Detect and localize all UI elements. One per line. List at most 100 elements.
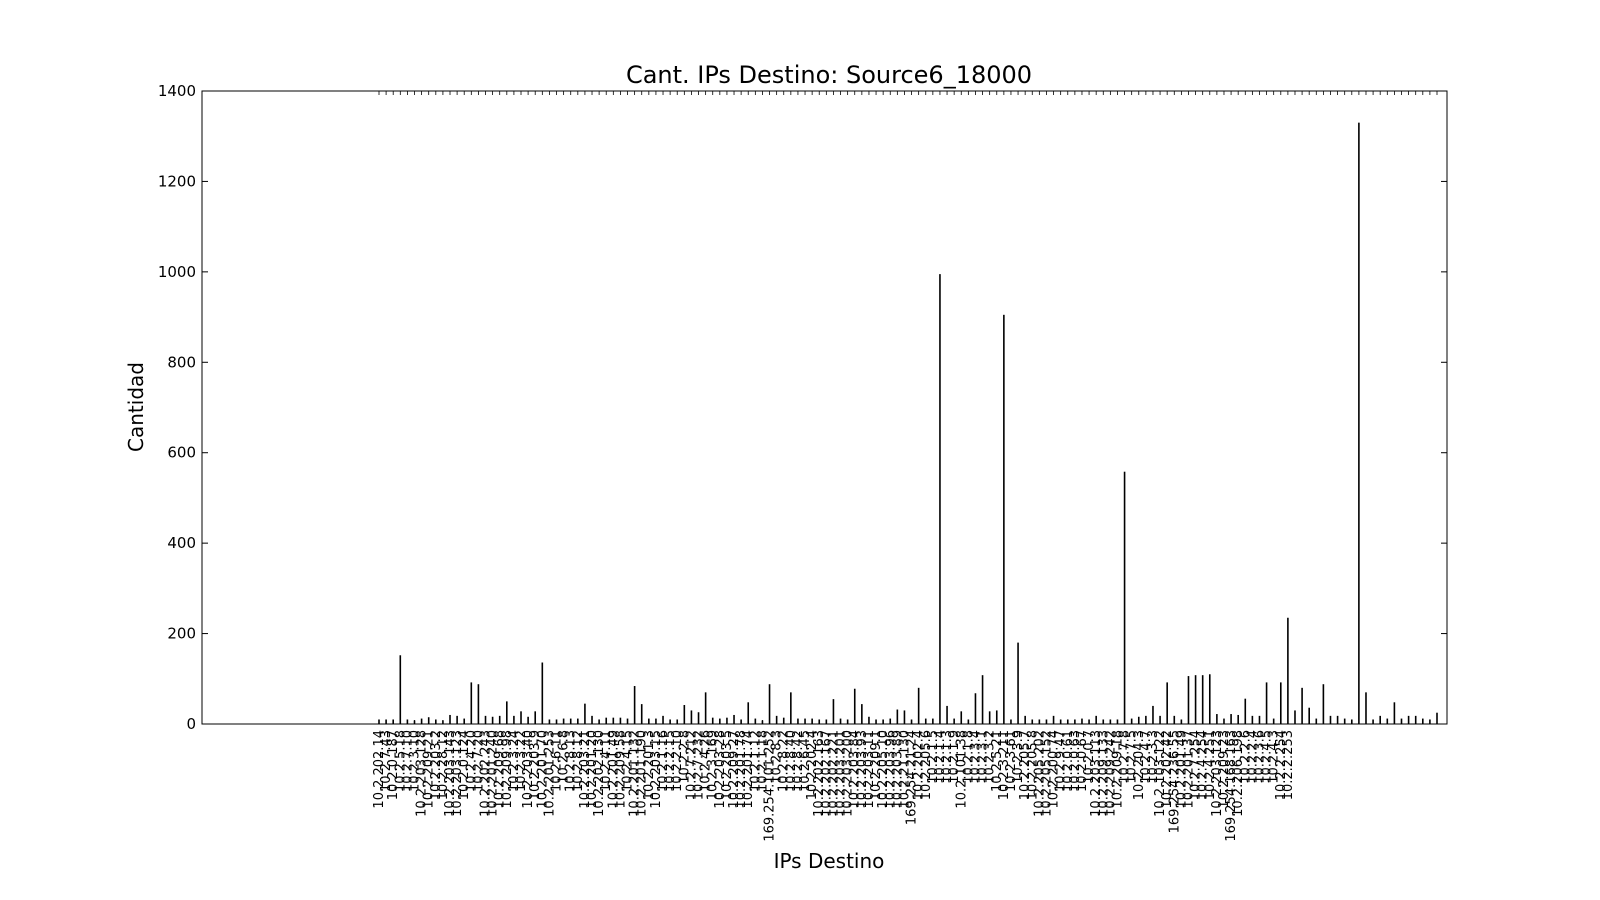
x-tick-label: 10.2.204.3 [1132,730,1147,800]
bar [939,274,941,724]
x-tick-label: 10.2.203.40 [521,730,536,809]
bar [953,718,955,724]
bar [683,705,686,724]
x-tick-label: 10.2.201.74 [741,730,756,809]
bar [1045,719,1048,724]
y-tick-label: 200 [167,625,196,643]
x-tick-label: 10.2.202.221 [826,730,841,817]
y-tick-label: 600 [167,444,196,462]
x-tick-label: 10.2.203.200 [841,730,856,817]
bar [988,711,991,724]
bar [513,715,515,724]
bar [392,719,394,724]
x-tick-label: 10.2.203.21 [578,730,593,809]
bar [1187,676,1190,724]
bar [491,716,494,724]
y-tick-label: 1000 [158,263,196,281]
x-tick-label: 10.2.2.4 [1245,730,1260,784]
x-tick-label: 10.2.2.6 [1238,730,1253,784]
bar [1237,714,1239,724]
x-tick-label: 10.2.201.253 [542,730,557,817]
bar [719,718,721,724]
x-tick-label: 10.2.101.38 [954,730,969,809]
bar [1137,716,1140,724]
x-tick-label: 10.2.203.113 [1089,730,1104,817]
bar [406,719,409,724]
x-tick-label: 10.2.202.163 [812,730,827,817]
bar [1038,719,1041,724]
x-tick-label: 10.2.7.10 [400,730,415,792]
bar [1031,719,1034,724]
x-tick-label: 10.2.9.47 [1054,730,1069,792]
bar [846,719,849,724]
x-tick-label: 10.2.205.10 [876,730,891,809]
bar [1393,702,1396,724]
x-tick-label: 10.2.203.89 [890,730,905,809]
x-tick-label: 10.2.0.67 [1075,730,1090,792]
x-tick-label: 10.2.1.4 [933,730,948,784]
bar [1102,719,1105,724]
x-tick-label: 10.2.7.254 [1189,730,1204,800]
x-tick-label: 10.2.1.3 [940,730,955,784]
x-tick-label: 10.2.3.4 [968,730,983,784]
x-tick-label: 10.2.209.1 [869,730,884,800]
bar [1244,698,1247,724]
x-tick-label: 10.2.2.8 [677,730,692,784]
bar [981,675,984,724]
bar [853,688,856,724]
x-tick-label: 10.2.3.6 [1252,730,1267,784]
x-tick-label: 10.2.200.74 [1047,730,1062,809]
x-tick-label: 10.2.209.133 [1096,730,1111,817]
x-tick-label: 10.2.201.20 [585,730,600,809]
bar [1372,719,1374,724]
x-tick-label: 10.2.3.3 [1146,730,1161,784]
bar [782,717,785,724]
x-tick-label: 10.2.201.78 [734,730,749,809]
bar [442,720,444,724]
bar [1024,715,1026,724]
bar [662,715,664,724]
x-tick-label: 10.2.28.12 [436,730,451,800]
x-tick-label: 10.2.8.12 [571,730,586,792]
x-tick-label: 10.2.7.232 [692,730,707,800]
x-tick-label: 10.2.4.3 [1267,730,1282,784]
bar [626,718,629,724]
x-tick-label: 10.2.4.26 [699,730,714,792]
bar [520,711,522,724]
x-tick-label: 10.2.209.242 [1103,730,1118,817]
x-tick-label: 10.2.203.201 [834,730,849,817]
bar [882,719,884,724]
bar [427,717,430,724]
plot-frame [201,90,1448,725]
bar [924,718,927,724]
bar [875,719,877,724]
x-tick-label: 10.2.203.9 [528,730,543,800]
x-tick-label: 10.2.202.4 [912,730,927,800]
x-tick-label: 10.2.203.93 [855,730,870,809]
bar [633,686,636,724]
x-tick-label: 10.2.209.68 [493,730,508,809]
bar [449,714,451,724]
x-tick-label: 10.2.4.20 [464,730,479,792]
bar [456,715,458,724]
bar [1230,714,1232,724]
bar [577,718,579,724]
x-tick-label: 10.2.3.169 [706,730,721,800]
bar [1074,719,1076,724]
x-tick-label: 10.2.206.198 [1231,730,1246,817]
bar [655,718,657,724]
x-tick-label: 10.2.0.124 [457,730,472,800]
x-tick-label: 10.2.203.11 [862,730,877,809]
x-tick-label: 10.2.202.243 [479,730,494,817]
x-tick-label: 10.2.3.22 [514,730,529,792]
x-tick-label: 10.2.7.43 [379,730,394,792]
x-tick-label: 10.2.209.27 [727,730,742,809]
x-tick-label: 10.2.3.1 [976,730,991,784]
bar [1294,710,1296,724]
bar [1407,715,1410,724]
x-tick-label: 10.2.202.4 [805,730,820,800]
bar [435,719,437,724]
x-tick-label: 10.2.201.190 [635,730,650,817]
x-tick-label: 10.2.7.5 [1125,730,1140,784]
x-tick-label: 10.2.4.254 [1196,730,1211,800]
